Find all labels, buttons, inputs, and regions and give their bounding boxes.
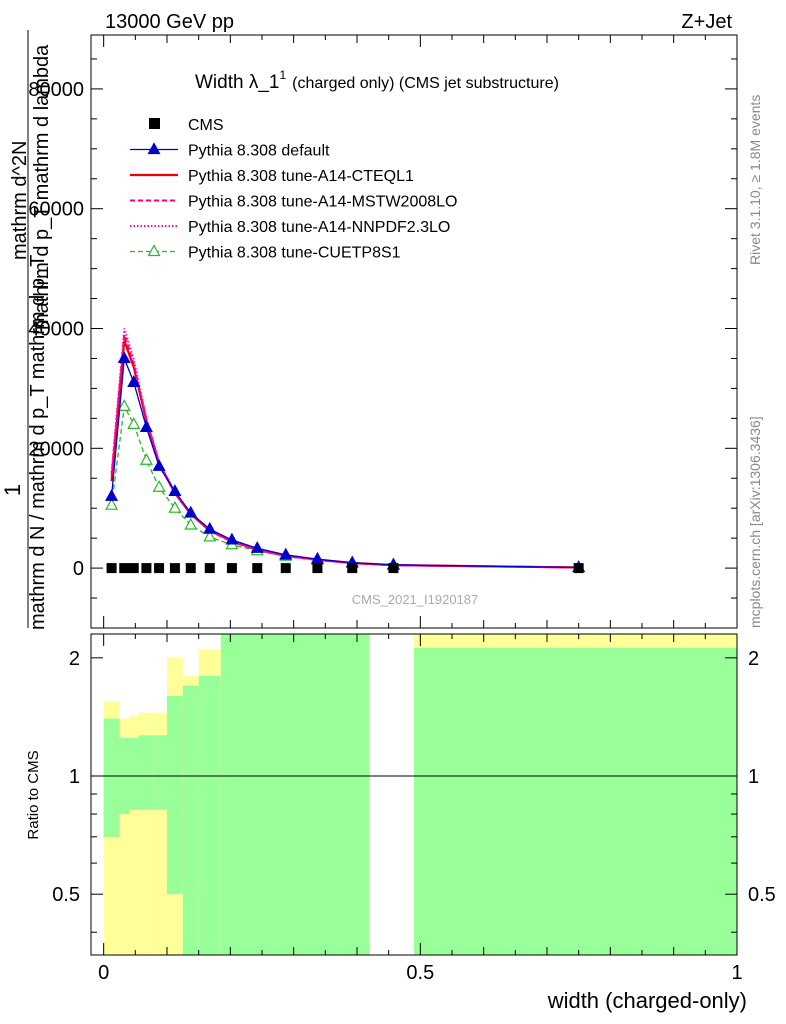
- plot-title-rest: (charged only) (CMS jet substructure): [292, 75, 559, 92]
- data-point-triangle: [203, 521, 217, 534]
- ratio-y-tick-label-right: 0.5: [748, 884, 776, 906]
- main-plot: 0 20000 40000 60000 80000: [28, 34, 738, 629]
- data-point-triangle: [203, 529, 217, 542]
- series-line: [110, 328, 579, 569]
- data-point-triangle: [117, 399, 131, 411]
- data-point-cms: [252, 563, 263, 574]
- series-line: [110, 340, 579, 569]
- ylabel-line4: mathrm d p_T mathrm d lambda: [31, 44, 53, 330]
- data-point-cms: [141, 563, 152, 574]
- x-tick-label: 0.5: [406, 962, 434, 984]
- plot-title: Width λ_11 (charged only) (CMS jet substr…: [195, 68, 559, 93]
- ylabel-line2: mathrm d N / mathrm d p_T mathrm d p_T: [27, 255, 49, 630]
- legend-label: Pythia 8.308 tune-A14-MSTW2008LO: [188, 194, 457, 211]
- series-line: [110, 358, 579, 569]
- x-tick-label: 0: [98, 962, 109, 984]
- watermark: CMS_2021_I1920187: [352, 592, 479, 607]
- data-point-triangle: [105, 497, 119, 510]
- data-point-cms: [573, 563, 584, 574]
- ratio-band-green: [220, 634, 370, 955]
- data-point-triangle: [168, 484, 182, 497]
- side-mcplots: mcplots.cern.ch [arXiv:1306.3436]: [747, 416, 763, 628]
- data-point-cms: [185, 563, 196, 574]
- ratio-y-tick-label: 0.5: [52, 884, 80, 906]
- series-line: [110, 334, 579, 569]
- ratio-y-tick-label-right: 1: [748, 766, 759, 788]
- data-point-triangle: [127, 417, 141, 429]
- legend-marker-cms: [149, 118, 160, 129]
- ratio-band-green: [414, 647, 737, 955]
- y-tick-label: 20000: [28, 438, 84, 460]
- data-point-cms: [128, 563, 139, 574]
- ratio-band-green: [138, 735, 155, 810]
- ylabel-line3: mathrm d^2N: [9, 141, 31, 260]
- data-point-cms: [204, 563, 215, 574]
- main-ylabel: 1 mathrm d N / mathrm d p_T mathrm d p_T…: [0, 30, 53, 630]
- data-point-cms: [312, 563, 323, 574]
- plot-title-main: Width λ_1: [195, 72, 279, 93]
- data-point-triangle: [117, 351, 131, 364]
- ratio-y-tick-label: 2: [69, 648, 80, 670]
- data-point-triangle: [225, 532, 239, 545]
- data-point-triangle: [152, 459, 166, 471]
- data-point-triangle: [184, 517, 198, 530]
- ratio-plot: 0 0.5 1 0.5 0.5 1 1 2 2: [52, 35, 776, 984]
- ratio-band-green: [103, 718, 120, 837]
- ratio-ylabel: Ratio to CMS: [25, 750, 42, 839]
- y-tick-label: 80000: [28, 79, 84, 101]
- legend-label: Pythia 8.308 tune-A14-CTEQL1: [188, 168, 414, 185]
- data-point-cms: [169, 563, 180, 574]
- header-left: 13000 GeV pp: [105, 11, 234, 33]
- data-point-triangle: [139, 420, 153, 432]
- legend: CMS Pythia 8.308 default Pythia 8.308 tune…: [130, 117, 457, 262]
- y-tick-label: 0: [73, 558, 84, 580]
- xlabel: width (charged-only): [547, 988, 747, 1013]
- ratio-y-tick-label-right: 2: [748, 648, 759, 670]
- data-point-cms: [280, 563, 291, 574]
- ratio-y-tick-label: 1: [69, 766, 80, 788]
- series-line: [110, 404, 579, 569]
- ratio-band-green: [154, 735, 167, 810]
- legend-label: Pythia 8.308 tune-CUETP8S1: [188, 245, 401, 262]
- data-point-triangle: [184, 505, 198, 518]
- plot-title-sup: 1: [279, 68, 286, 82]
- data-point-triangle: [105, 488, 119, 501]
- data-point-triangle: [250, 541, 264, 553]
- data-point-triangle: [139, 453, 153, 465]
- ratio-band-green: [167, 695, 183, 895]
- data-point-cms: [388, 563, 399, 574]
- header-right: Z+Jet: [681, 11, 732, 33]
- ratio-band-green: [182, 685, 199, 955]
- data-point-cms: [106, 563, 117, 574]
- data-point-cms: [154, 563, 165, 574]
- main-frame: [90, 34, 738, 629]
- data-point-cms: [226, 563, 237, 574]
- legend-label: CMS: [188, 117, 224, 134]
- ratio-band-green: [129, 737, 139, 810]
- legend-label: Pythia 8.308 tune-A14-NNPDF2.3LO: [188, 219, 450, 236]
- ratio-band-green: [198, 675, 221, 955]
- ratio-band-yellow: [129, 716, 139, 955]
- legend-marker: [147, 244, 161, 257]
- data-point-cms: [347, 563, 358, 574]
- legend-label: Pythia 8.308 default: [188, 143, 330, 160]
- ratio-frame: [90, 633, 738, 956]
- data-point-triangle: [168, 500, 182, 513]
- ratio-band-yellow: [119, 718, 129, 955]
- ylabel-line1: 1: [0, 484, 25, 496]
- side-rivet: Rivet 3.1.10, ≥ 1.8M events: [747, 95, 763, 265]
- data-point-triangle: [127, 375, 141, 388]
- legend-marker: [147, 142, 161, 155]
- data-point-triangle: [152, 479, 166, 492]
- data-point-cms: [119, 563, 130, 574]
- data-point-triangle: [279, 547, 293, 560]
- x-tick-label: 1: [731, 962, 742, 984]
- y-tick-label: 40000: [28, 319, 84, 341]
- y-tick-label: 60000: [28, 199, 84, 221]
